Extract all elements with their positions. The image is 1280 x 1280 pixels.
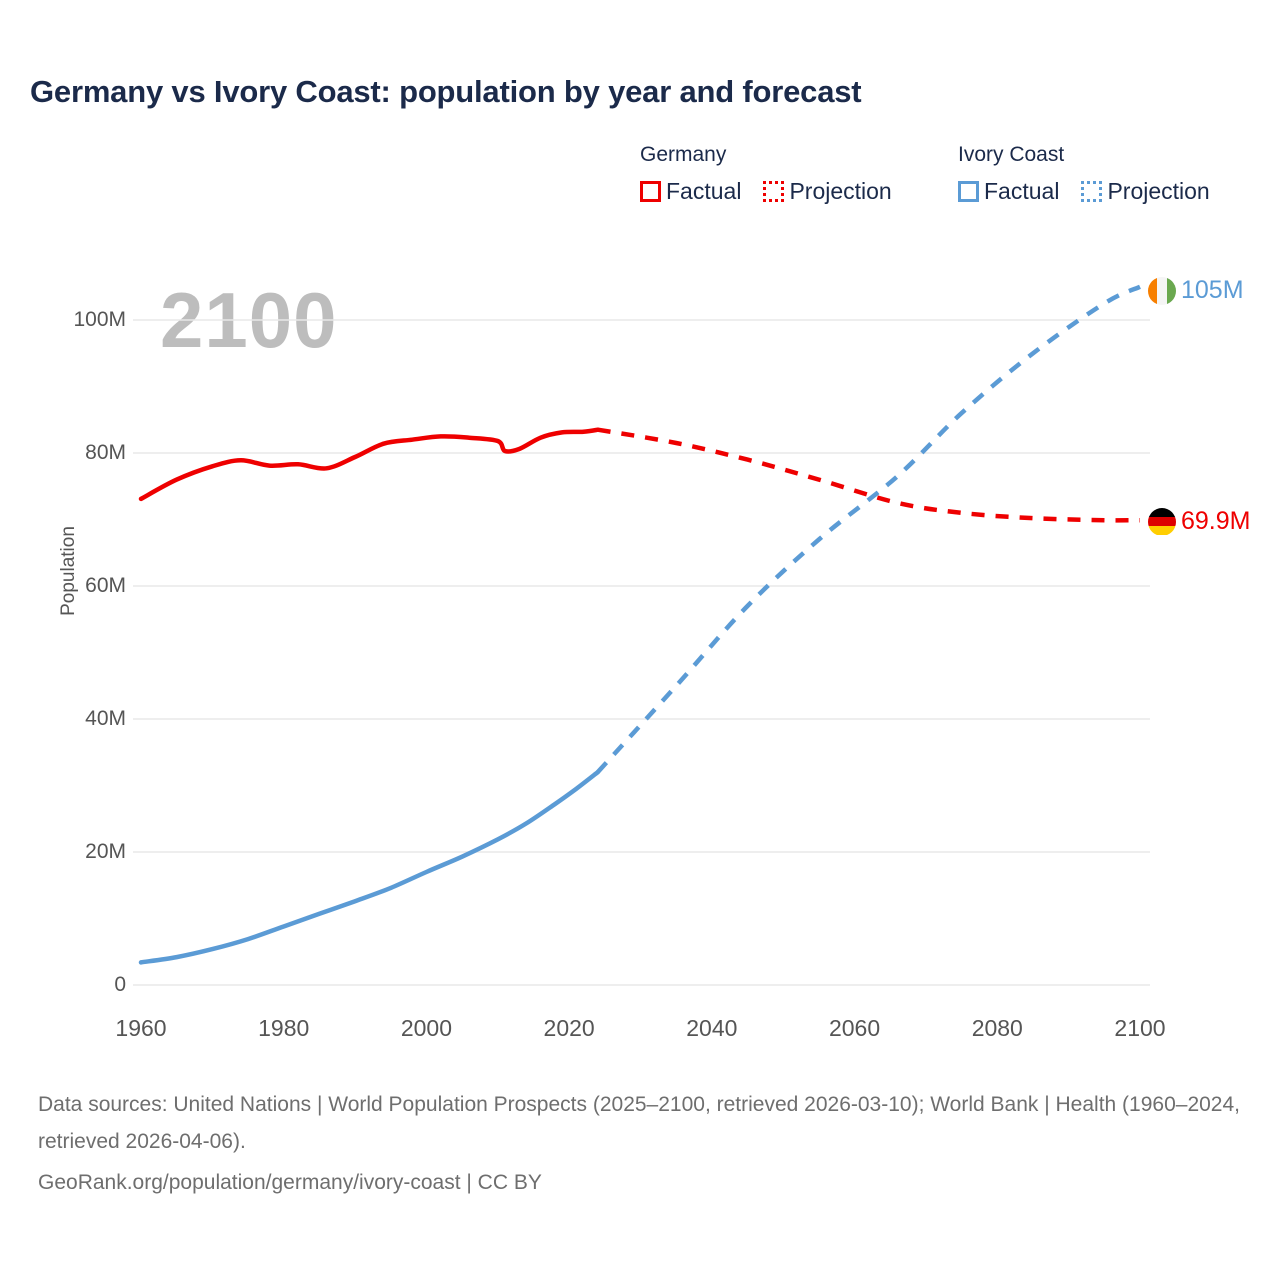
chart-legend: Germany Factual Projection Ivory Coast F… <box>640 142 1260 222</box>
endpoint-value-ivory-coast: 105M <box>1181 276 1244 304</box>
legend-group-germany: Germany Factual Projection <box>640 142 892 205</box>
legend-group-title-germany: Germany <box>640 143 727 166</box>
legend-label-germany-factual: Factual <box>666 178 742 204</box>
legend-item-germany-factual[interactable]: Factual <box>640 178 741 205</box>
y-tick-label: 100M <box>73 308 126 331</box>
series-line-ivory-coast-projection <box>596 284 1141 774</box>
legend-group-title-ivory-coast: Ivory Coast <box>958 143 1065 166</box>
footer-data-sources: Data sources: United Nations | World Pop… <box>38 1093 1240 1153</box>
legend-swatch-solid-icon <box>958 181 979 202</box>
x-tick-label: 2100 <box>1114 1015 1166 1041</box>
legend-group-ivory-coast: Ivory Coast Factual Projection <box>958 142 1210 205</box>
endpoint-value-germany: 69.9M <box>1181 507 1251 535</box>
x-tick-label: 2000 <box>400 1015 452 1041</box>
legend-item-ivory-coast-projection[interactable]: Projection <box>1081 178 1210 205</box>
gridlines <box>133 319 1150 986</box>
x-tick-label: 1960 <box>115 1015 167 1041</box>
legend-swatch-dotted-icon <box>1081 181 1103 202</box>
legend-label-ivory-coast-factual: Factual <box>984 178 1060 204</box>
endpoint-label-germany: 69.9M <box>1148 507 1250 536</box>
series-line-germany-projection <box>597 427 1141 523</box>
germany-flag-icon <box>1148 507 1176 536</box>
y-tick-label: 60M <box>85 574 126 597</box>
series-line-germany-factual <box>138 427 600 502</box>
x-tick-label: 1980 <box>258 1015 310 1041</box>
legend-swatch-dotted-icon <box>763 181 785 202</box>
y-tick-label: 0 <box>114 973 126 996</box>
ivory-coast-flag-icon <box>1148 276 1176 305</box>
legend-label-germany-projection: Projection <box>789 178 892 204</box>
series-paths <box>138 284 1141 965</box>
footer: Data sources: United Nations | World Pop… <box>38 1086 1243 1201</box>
y-tick-label: 80M <box>85 441 126 464</box>
footer-attribution[interactable]: GeoRank.org/population/germany/ivory-coa… <box>38 1171 542 1194</box>
x-tick-label: 2060 <box>828 1015 881 1041</box>
x-tick-label: 2080 <box>971 1015 1023 1041</box>
y-tick-label: 20M <box>85 840 126 863</box>
legend-item-ivory-coast-factual[interactable]: Factual <box>958 178 1059 205</box>
legend-label-ivory-coast-projection: Projection <box>1107 178 1210 204</box>
endpoint-label-ivory-coast: 105M <box>1148 276 1244 305</box>
y-tick-label: 40M <box>85 707 126 730</box>
x-tick-label: 2020 <box>543 1015 595 1041</box>
page-title: Germany vs Ivory Coast: population by ye… <box>30 74 862 109</box>
legend-item-germany-projection[interactable]: Projection <box>763 178 892 205</box>
legend-swatch-solid-icon <box>640 181 661 202</box>
series-line-ivory-coast-factual <box>138 769 600 965</box>
x-tick-label: 2040 <box>686 1015 738 1041</box>
